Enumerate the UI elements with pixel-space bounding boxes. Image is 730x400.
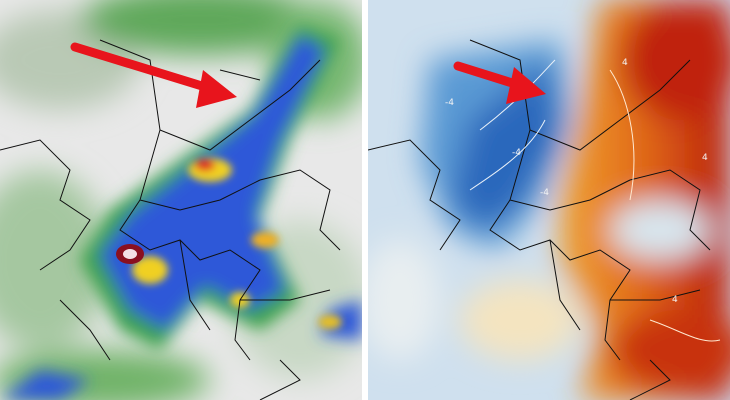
arrow: [70, 42, 237, 108]
contour-label: 4: [672, 295, 678, 305]
arrow: [453, 61, 546, 104]
divider: [362, 0, 368, 400]
precipitation-map: [0, 0, 362, 400]
contour-label: -4: [445, 98, 454, 108]
temperature-map: -4 -4 -4 4 4 4: [368, 0, 730, 400]
contour-label: 4: [622, 58, 628, 68]
contour-label: -4: [512, 148, 521, 158]
contour-label: -4: [540, 188, 549, 198]
contour-label: 4: [702, 153, 708, 163]
